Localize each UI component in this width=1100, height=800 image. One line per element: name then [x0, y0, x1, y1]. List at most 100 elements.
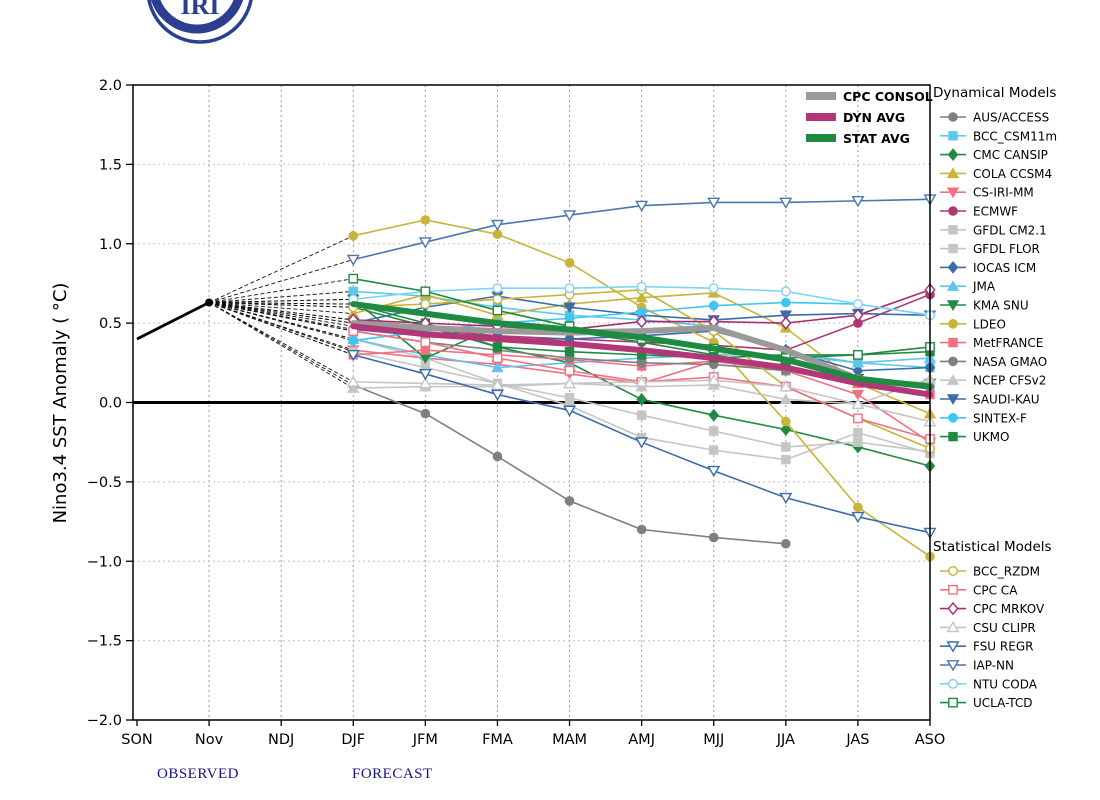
series-marker — [636, 392, 647, 406]
series-marker — [418, 369, 432, 381]
y-tick-label: 1.0 — [99, 237, 122, 253]
fan-line — [208, 235, 354, 303]
axes: SON Nov NDJ DJF JFM FMA MAM AMJ MJJ JJA JAS ASO −2.0… — [87, 78, 945, 748]
series-marker — [781, 416, 791, 427]
series-marker — [779, 197, 793, 209]
legend-item: SINTEX-F — [940, 411, 1027, 425]
iri-logo: IRI — [140, 0, 260, 48]
series-marker — [492, 342, 503, 352]
mean-series-dyn-avg — [350, 323, 933, 398]
y-tick-label: 0.5 — [99, 316, 122, 332]
iri-logo-outer-ring — [147, 0, 253, 44]
means-legend-swatch — [806, 113, 836, 121]
iri-logo-text: IRI — [180, 0, 219, 20]
series-marker — [636, 281, 647, 292]
fan-line — [208, 302, 354, 386]
series-marker — [420, 215, 431, 225]
series-marker — [780, 286, 791, 297]
legend-item: CPC MRKOV — [940, 601, 1045, 616]
series-marker — [708, 532, 719, 543]
legend-item: GFDL CM2.1 — [940, 223, 1047, 237]
series-marker — [779, 380, 793, 392]
x-tick-label: Nov — [195, 732, 224, 748]
series-marker — [564, 258, 575, 268]
series-marker — [563, 405, 577, 417]
legend-item-label: CMC CANSIP — [973, 148, 1048, 162]
series-marker — [563, 377, 577, 389]
legend-item-label: SAUDI-KAU — [973, 393, 1040, 407]
series-marker — [346, 349, 360, 362]
series-marker — [779, 492, 793, 505]
observed-label: OBSERVED — [157, 766, 239, 782]
x-tick-label: FMA — [482, 732, 513, 748]
legend-item: FSU REGR — [940, 640, 1033, 654]
series-marker — [564, 496, 575, 506]
series-marker — [346, 375, 360, 387]
series-marker — [708, 300, 719, 311]
legend-item-label: SINTEX-F — [973, 411, 1027, 425]
fan-line — [208, 302, 354, 389]
mean-series-cpc-consol — [350, 320, 933, 390]
mean-line — [350, 301, 933, 390]
fan-line — [209, 302, 354, 332]
legend-item-label: NCEP CFSv2 — [973, 374, 1046, 388]
x-tick-label: MAM — [552, 732, 587, 748]
series-marker — [779, 393, 792, 405]
series-marker — [709, 426, 719, 436]
series-marker — [781, 297, 791, 308]
legend-item: IAP-NN — [940, 659, 1014, 673]
y-tick-label: −2.0 — [87, 713, 122, 729]
triangle-up-icon — [946, 374, 960, 385]
dynamical-models-legend: Dynamical Models AUS/ACCESS BCC_CSM11m CMC … — [933, 85, 1057, 444]
observed-last-point — [205, 298, 214, 307]
legend-item: ECMWF — [940, 205, 1018, 219]
legend-item: IOCAS ICM — [940, 261, 1036, 275]
series-marker — [636, 524, 647, 535]
means-legend-label: STAT AVG — [843, 131, 910, 146]
x-tick-label: MJJ — [703, 732, 724, 748]
series-marker — [420, 286, 431, 297]
diamond-icon — [947, 261, 959, 274]
fan-line — [209, 302, 354, 321]
series-marker — [564, 347, 575, 357]
legend-item: KMA SNU — [940, 299, 1029, 313]
legend-item-label: CPC MRKOV — [973, 602, 1045, 616]
series-marker — [851, 195, 865, 208]
series-marker — [851, 511, 865, 524]
triangle-up-icon — [946, 167, 960, 179]
series-marker — [564, 283, 575, 294]
series-marker — [492, 353, 503, 363]
y-tick-label: 0.0 — [99, 396, 122, 412]
square-icon — [948, 337, 958, 348]
series-marker — [348, 231, 359, 241]
fan-line — [209, 302, 354, 315]
legend-item-label: IOCAS ICM — [973, 261, 1036, 275]
dynamical-models-legend-title: Dynamical Models — [933, 85, 1056, 101]
fan-line — [208, 302, 354, 340]
fan-line — [209, 302, 354, 327]
series-ntu-coda — [348, 281, 936, 321]
series-marker — [490, 378, 504, 390]
legend-item: GFDL FLOR — [940, 242, 1040, 256]
series-marker — [564, 313, 575, 324]
legend-item-label: MetFRANCE — [973, 336, 1043, 350]
square-icon — [948, 431, 958, 442]
fan-line — [208, 259, 354, 303]
legend-item-label: CSU CLIPR — [973, 621, 1036, 635]
triangle-up-icon — [946, 280, 960, 291]
series-marker — [707, 197, 721, 209]
legend-item-label: CS-IRI-MM — [973, 186, 1034, 200]
x-tick-label: JFM — [412, 732, 438, 748]
series-marker — [636, 358, 647, 368]
legend-item: NASA GMAO — [940, 355, 1047, 369]
series-marker — [563, 210, 577, 222]
y-tick-label: −0.5 — [87, 475, 122, 491]
y-tick-label: −1.0 — [87, 554, 122, 570]
means-legend-swatch — [806, 134, 836, 142]
triangle-down-icon — [946, 187, 960, 199]
legend-item-label: IAP-NN — [973, 659, 1014, 673]
legend-item: MetFRANCE — [940, 336, 1043, 350]
square-icon — [948, 225, 958, 235]
x-tick-label: JJA — [776, 732, 795, 748]
diamond-icon — [947, 148, 959, 161]
